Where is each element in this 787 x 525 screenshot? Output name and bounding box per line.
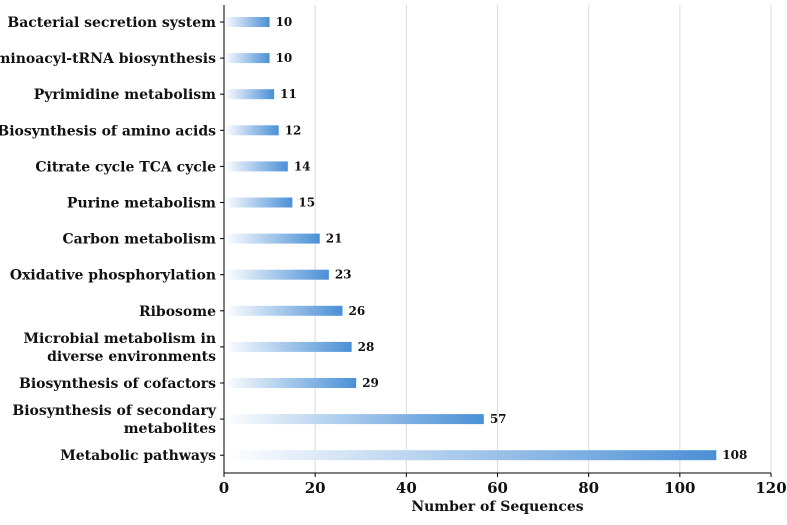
bar-layer (224, 17, 717, 461)
category-label: metabolites (124, 421, 216, 437)
category-label: Microbial metabolism in (23, 331, 216, 347)
value-label: 29 (362, 376, 379, 390)
bar (224, 233, 320, 244)
category-label: Carbon metabolism (63, 232, 217, 248)
bar (224, 414, 484, 425)
value-label: 11 (280, 87, 297, 101)
value-label: 10 (276, 15, 293, 29)
bar (224, 17, 270, 27)
category-label: Biosynthesis of secondary (12, 403, 216, 419)
value-label: 15 (298, 196, 315, 210)
bar (224, 450, 717, 461)
category-label: Ribosome (139, 304, 216, 320)
category-label: Bacterial secretion system (7, 15, 216, 31)
x-axis-title: Number of Sequences (411, 499, 583, 515)
value-label: 108 (722, 448, 747, 462)
category-label: Biosynthesis of cofactors (19, 376, 216, 392)
category-label: Purine metabolism (67, 196, 216, 212)
category-label: Aminoacyl-tRNA biosynthesis (0, 51, 216, 67)
x-tick-label: 0 (219, 479, 229, 497)
label-layer: 10 Bacterial secretion system 10 Aminoacyl-… (0, 15, 747, 464)
bar (224, 378, 357, 388)
x-tick-label: 120 (755, 479, 786, 497)
bar (224, 89, 275, 100)
bar (224, 197, 293, 208)
value-label: 23 (335, 268, 352, 282)
x-tick-label: 60 (487, 479, 508, 497)
category-label: Oxidative phosphorylation (10, 268, 216, 284)
axis-layer: 0 20 40 60 80 100 120 (219, 5, 787, 497)
category-label: diverse environments (47, 349, 216, 365)
category-label: Biosynthesis of amino acids (0, 123, 216, 139)
value-label: 57 (490, 412, 507, 426)
grid-layer (314, 5, 772, 473)
value-label: 10 (276, 51, 293, 65)
value-label: 12 (285, 123, 302, 137)
x-tick-label: 80 (578, 479, 599, 497)
value-label: 26 (349, 304, 366, 318)
bar (224, 53, 270, 64)
bar (224, 161, 288, 172)
category-label: Pyrimidine metabolism (34, 87, 216, 103)
category-label: Metabolic pathways (60, 448, 216, 464)
value-label: 14 (294, 159, 311, 173)
bar (224, 269, 329, 280)
bar (224, 305, 343, 316)
x-tick-label: 100 (664, 479, 695, 497)
category-label: Citrate cycle TCA cycle (35, 159, 216, 175)
x-tick-label: 20 (305, 479, 326, 497)
value-label: 21 (326, 232, 343, 246)
value-label: 28 (358, 340, 375, 354)
bar (224, 341, 352, 352)
bar (224, 125, 279, 136)
x-tick-label: 40 (396, 479, 417, 497)
